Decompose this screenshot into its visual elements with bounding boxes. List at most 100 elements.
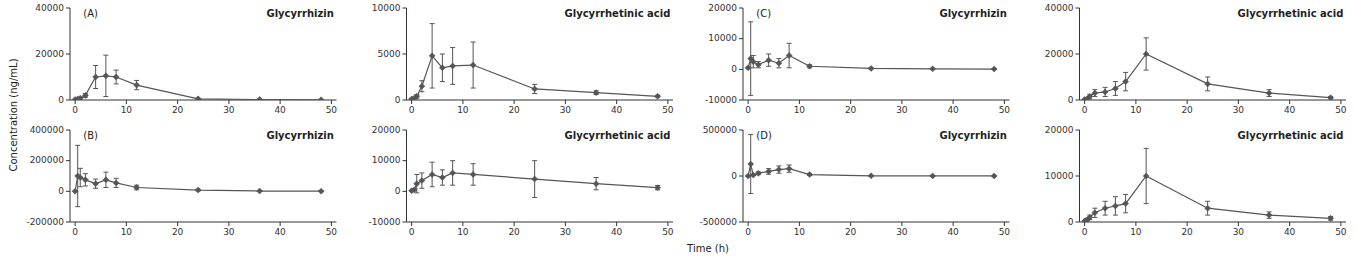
y-tick (66, 191, 70, 192)
panel: 01020304050-5000000500000(D)Glycyrrhizin (699, 125, 1010, 238)
marker (450, 170, 456, 176)
error-bar (1113, 82, 1118, 96)
y-tick-label: 0 (58, 95, 64, 105)
marker (1087, 94, 1093, 100)
marker (991, 173, 997, 179)
x-tick-label: 20 (845, 227, 857, 237)
y-tick-label: 0 (1068, 95, 1074, 105)
figure: 0102030405002000040000(A)Glycyrrhizin010… (0, 0, 1356, 257)
x-tick-label: 0 (72, 227, 78, 237)
y-tick-label: 20000 (372, 125, 401, 135)
y-axis-line (70, 130, 71, 222)
marker (134, 185, 140, 191)
x-tick (1238, 222, 1239, 226)
marker (414, 93, 420, 99)
error-bar (114, 70, 119, 84)
panel: 0102030405002000040000(A)Glycyrrhizin (35, 3, 337, 116)
marker (1102, 89, 1108, 95)
x-tick-label: 40 (947, 105, 959, 115)
y-tick-label: 20000 (1045, 125, 1074, 135)
y-tick (1076, 130, 1080, 131)
marker (257, 97, 263, 100)
x-tick-label: 40 (274, 105, 286, 115)
x-tick (514, 222, 515, 226)
marker (1123, 79, 1129, 85)
x-tick (748, 100, 749, 104)
marker (750, 59, 756, 65)
x-tick (953, 100, 954, 104)
y-tick-label: 0 (395, 186, 401, 196)
marker (77, 95, 83, 100)
marker (93, 181, 99, 187)
y-tick (1076, 176, 1080, 177)
error-bar (532, 84, 537, 93)
y-tick (739, 38, 743, 39)
marker (1123, 201, 1129, 207)
panel: 010203040500500010000Glycyrrhetinic acid (372, 3, 674, 116)
x-tick-label: 20 (1181, 227, 1193, 237)
marker (450, 63, 456, 69)
y-tick (403, 8, 407, 9)
error-bar (1103, 201, 1108, 215)
marker (1205, 205, 1211, 211)
marker (1092, 210, 1098, 216)
x-tick-label: 0 (745, 105, 751, 115)
marker (429, 53, 435, 59)
marker (82, 92, 88, 98)
x-tick (514, 100, 515, 104)
error-bar (655, 186, 660, 190)
x-tick (280, 100, 281, 104)
marker (419, 178, 425, 184)
x-tick (1340, 222, 1341, 226)
x-tick (126, 222, 127, 226)
x-tick-label: 30 (1233, 227, 1245, 237)
x-tick (1187, 100, 1188, 104)
x-tick-label: 50 (662, 105, 674, 115)
panel-title: Glycyrrhetinic acid (565, 8, 671, 19)
marker (1112, 86, 1118, 92)
marker (72, 188, 78, 194)
y-tick (66, 8, 70, 9)
y-tick (403, 130, 407, 131)
error-bar (134, 185, 139, 190)
y-tick (403, 100, 407, 101)
error-bar (419, 173, 424, 188)
panel-title: Glycyrrhetinic acid (565, 130, 671, 141)
error-bar (450, 161, 455, 186)
error-bar (103, 55, 108, 96)
y-tick (403, 54, 407, 55)
x-tick-label: 0 (1082, 227, 1088, 237)
x-tick-label: 10 (1130, 105, 1142, 115)
marker (411, 187, 417, 193)
x-axis-line (1080, 222, 1347, 223)
y-tick-label: -500000 (699, 217, 737, 227)
panel-title: Glycyrrhizin (939, 8, 1006, 19)
marker (593, 181, 599, 187)
x-tick (667, 100, 668, 104)
y-axis-line (406, 130, 407, 222)
marker (776, 167, 782, 173)
y-tick-label: 0 (395, 95, 401, 105)
x-tick (748, 222, 749, 226)
marker (1266, 212, 1272, 218)
y-tick-label: 0 (58, 186, 64, 196)
marker (930, 66, 936, 72)
panel-label: (D) (756, 130, 772, 141)
marker (113, 180, 119, 186)
x-tick (280, 222, 281, 226)
data-group (745, 135, 997, 194)
error-bar (1092, 90, 1097, 97)
y-tick (66, 54, 70, 55)
x-tick-label: 0 (409, 227, 415, 237)
x-tick (228, 222, 229, 226)
x-tick (799, 100, 800, 104)
x-tick (1084, 100, 1085, 104)
x-tick (1135, 222, 1136, 226)
marker (1266, 90, 1272, 96)
x-tick-label: 20 (1181, 105, 1193, 115)
marker (776, 60, 782, 66)
marker (1112, 203, 1118, 209)
panel: 01020304050-2000000200000400000(B)Glycyr… (26, 125, 337, 238)
marker (103, 73, 109, 79)
x-tick-label: 50 (662, 227, 674, 237)
